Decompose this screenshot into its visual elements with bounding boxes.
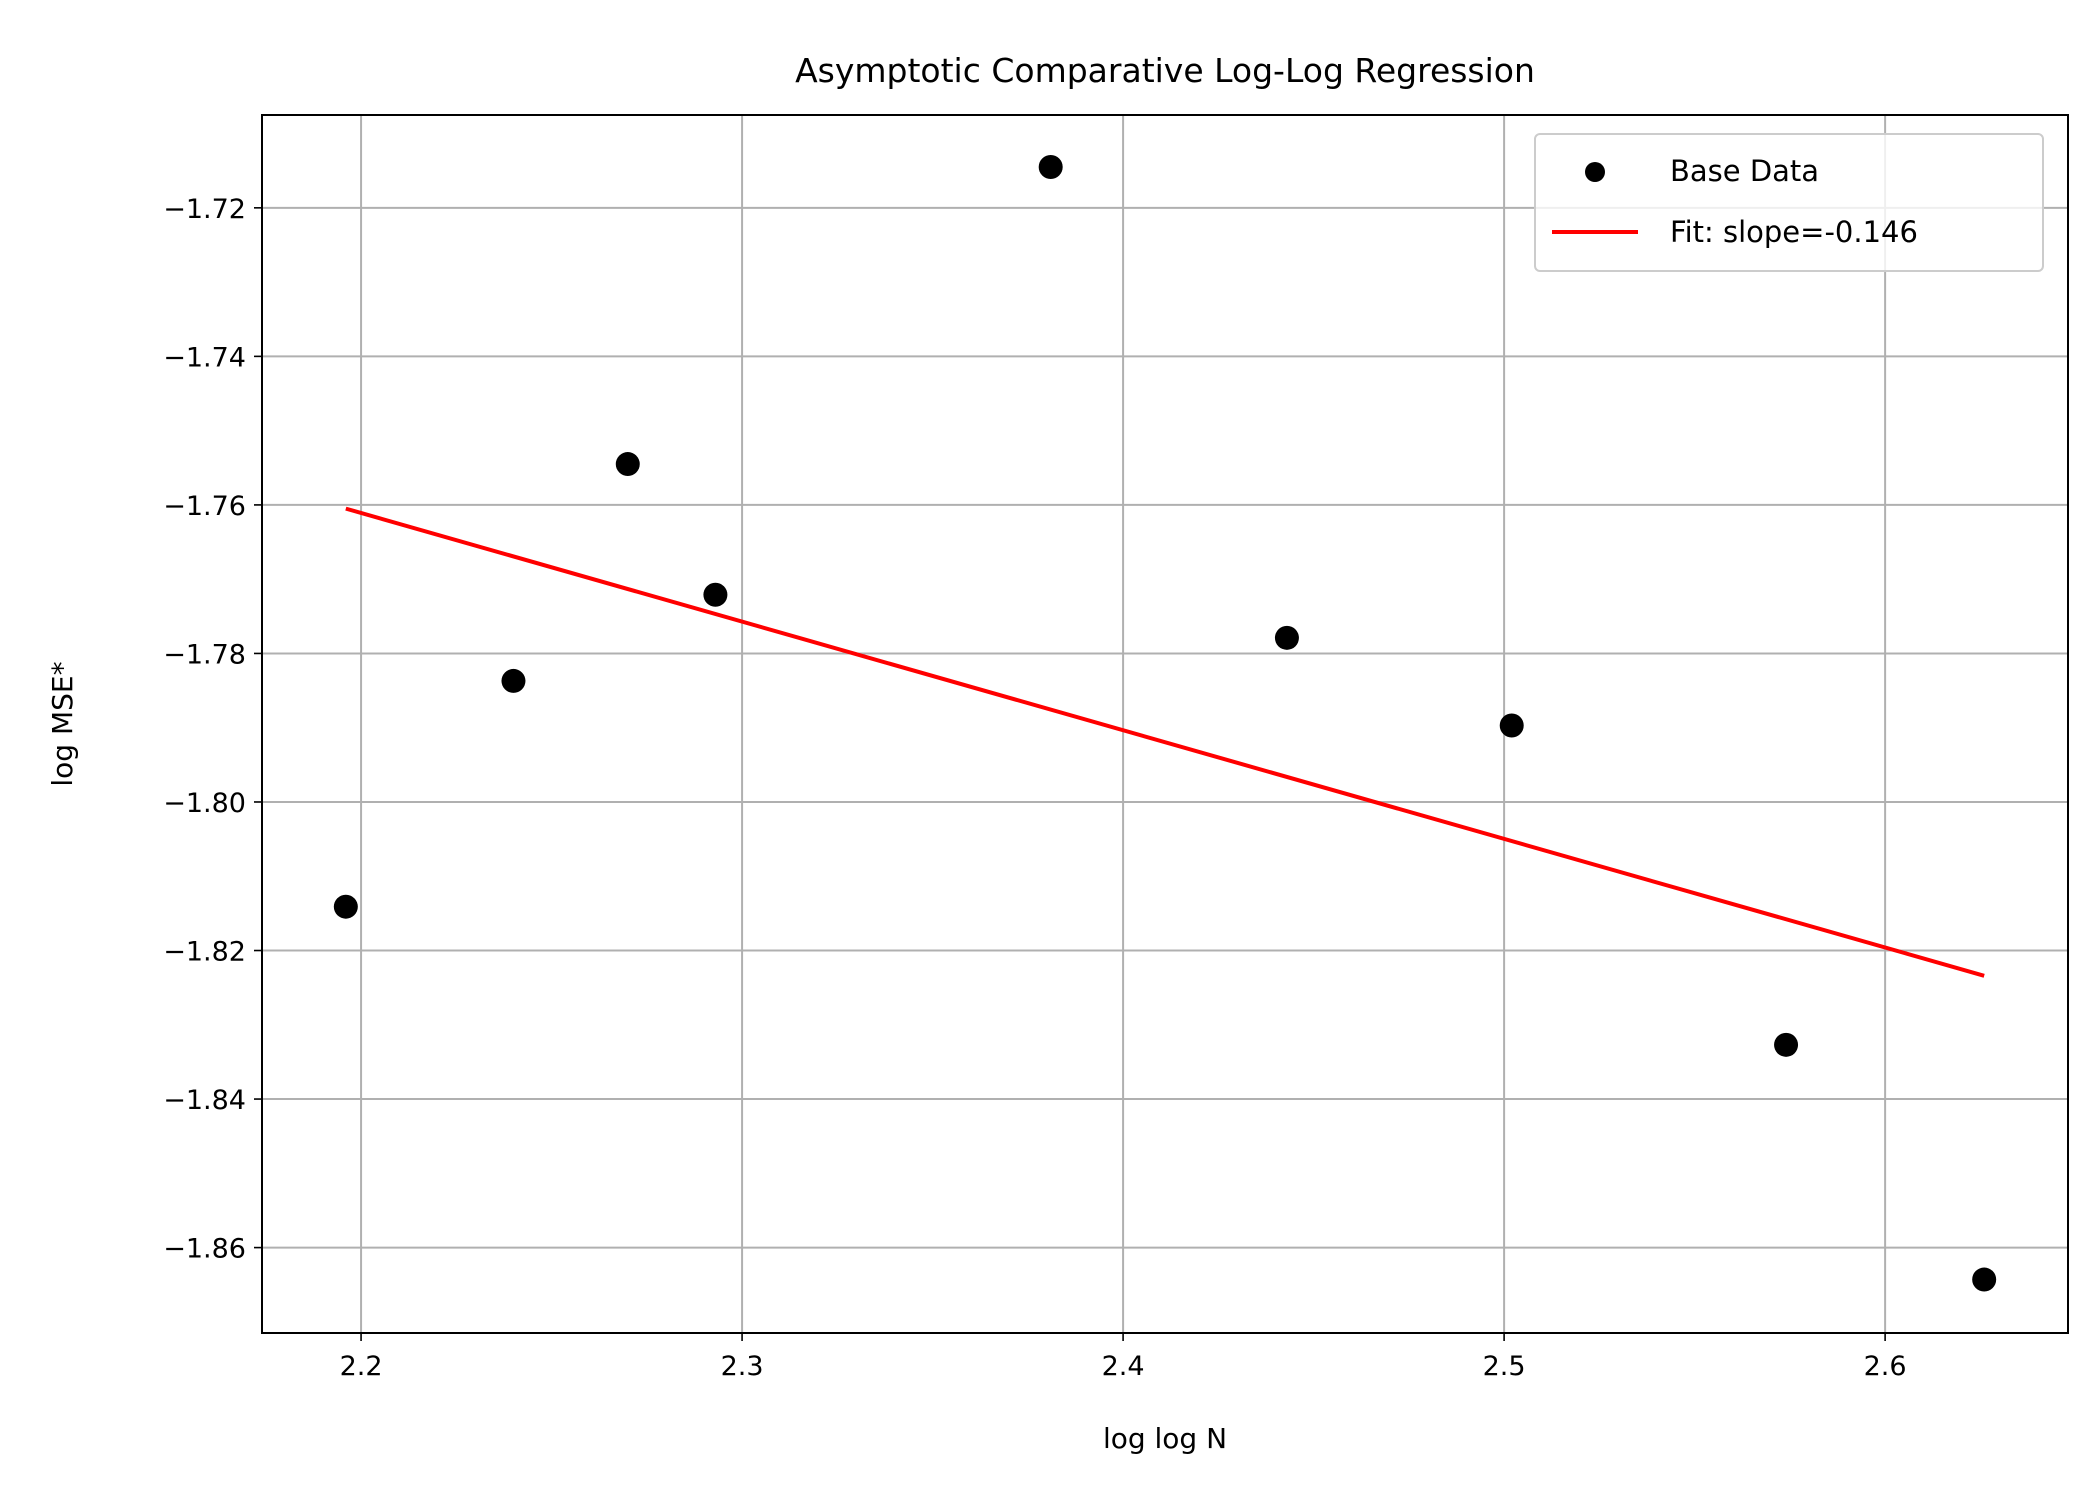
x-tick-label: 2.4 [1102,1351,1145,1382]
plot-frame [261,114,2069,1334]
y-axis-label: log MSE* [46,661,79,786]
data-point [1972,1267,1997,1292]
data-point [615,452,640,477]
y-tick-label: −1.78 [163,639,246,670]
y-tick-label: −1.80 [163,788,246,819]
y-tick-label: −1.76 [163,491,246,522]
grid [262,115,2068,1333]
data-point [1274,625,1299,650]
x-axis-label: log log N [1103,1422,1227,1455]
legend-box [1534,133,2044,272]
legend: Base Data Fit: slope=-0.146 [1534,133,2044,272]
legend-scatter-marker [1585,162,1605,182]
x-tick-label: 2.5 [1483,1351,1526,1382]
chart-title: Asymptotic Comparative Log-Log Regressio… [795,51,1535,90]
plot-area [333,154,1997,1292]
data-point [1499,713,1524,738]
data-point [703,582,728,607]
fit-line [345,506,1985,978]
legend-label-base-data: Base Data [1670,154,1819,188]
data-point [1038,154,1063,179]
y-tick-label: −1.84 [163,1085,246,1116]
y-tick-label: −1.72 [163,194,246,225]
x-tick-label: 2.3 [721,1351,764,1382]
y-tick-label: −1.86 [163,1234,246,1265]
data-point [333,894,358,919]
legend-label-fit: Fit: slope=-0.146 [1670,215,1918,249]
axes-ticks: 2.2 2.3 2.4 2.5 2.6 −1.72 −1.74 −1.76 −1.78 −1.80… [163,194,1906,1382]
x-tick-label: 2.6 [1864,1351,1907,1382]
y-tick-label: −1.82 [163,937,246,968]
y-tick-label: −1.74 [163,342,246,373]
x-tick-label: 2.2 [340,1351,383,1382]
data-point [501,668,526,693]
data-point [1774,1032,1799,1057]
